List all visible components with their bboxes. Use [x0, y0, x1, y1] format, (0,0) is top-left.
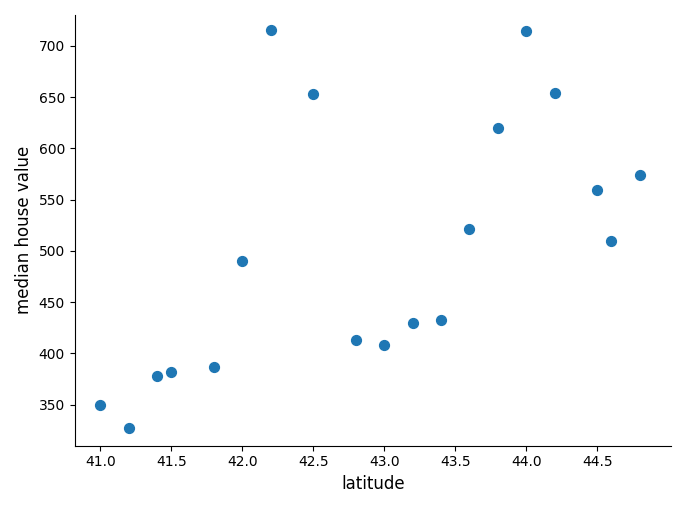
Point [493, 124, 504, 132]
X-axis label: latitude: latitude [341, 475, 405, 493]
Point [237, 257, 248, 265]
Point [166, 368, 177, 376]
Point [379, 341, 390, 350]
Point [123, 424, 134, 432]
Point [592, 186, 603, 195]
Y-axis label: median house value: median house value [15, 146, 33, 314]
Point [635, 171, 646, 179]
Point [351, 336, 362, 344]
Point [407, 319, 418, 327]
Point [152, 372, 163, 380]
Point [606, 237, 617, 245]
Point [308, 90, 319, 98]
Point [95, 401, 106, 409]
Point [209, 363, 220, 371]
Point [464, 225, 475, 233]
Point [265, 26, 276, 35]
Point [521, 27, 532, 36]
Point [549, 89, 560, 97]
Point [436, 315, 447, 324]
